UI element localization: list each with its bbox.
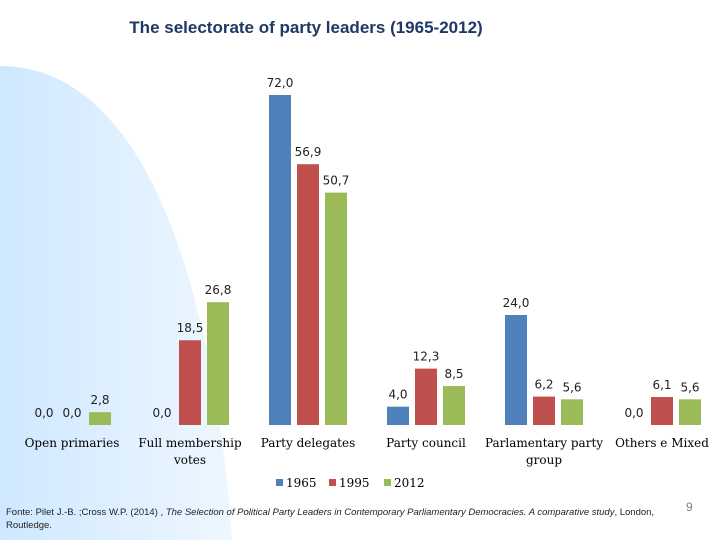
bar-1995-5 — [651, 397, 673, 425]
value-label-1965-2: 72,0 — [267, 76, 294, 90]
bar-2012-4 — [561, 399, 583, 425]
bar-2012-0 — [89, 412, 111, 425]
category-label-3: Party council — [386, 436, 466, 450]
category-label-1: Full membership votes — [138, 436, 242, 467]
bar-chart: 0,0 0,0 2,8 0,0 18,5 26,8 72,0 56,9 50,7 4,0 12,3 8… — [25, 76, 710, 490]
bar-1965-3 — [387, 406, 409, 425]
category-label-4: Parlamentary party group — [485, 436, 603, 467]
value-label-2012-2: 50,7 — [323, 174, 350, 188]
value-label-2012-0: 2,8 — [90, 393, 109, 407]
value-label-1965-1: 0,0 — [152, 406, 171, 420]
legend-swatch-1965 — [276, 479, 283, 486]
bars-layer — [89, 95, 701, 426]
page-number: 9 — [686, 500, 693, 514]
value-label-2012-4: 5,6 — [562, 380, 581, 394]
source-citation: Fonte: Pilet J.-B. ;Cross W.P. (2014) , … — [6, 506, 696, 532]
legend-label-1965: 1965 — [286, 476, 317, 490]
bar-1995-3 — [415, 368, 437, 425]
value-label-1965-4: 24,0 — [503, 296, 530, 310]
legend-item-2012: 2012 — [384, 476, 425, 490]
value-labels-layer: 0,0 0,0 2,8 0,0 18,5 26,8 72,0 56,9 50,7 4,0 12,3 8… — [34, 76, 699, 420]
value-label-1965-5: 0,0 — [624, 406, 643, 420]
legend-swatch-1995 — [329, 479, 336, 486]
bar-1965-4 — [505, 315, 527, 425]
legend: 1965 1995 2012 — [276, 476, 425, 490]
category-label-5: Others e Mixed — [615, 436, 709, 450]
legend-label-1995: 1995 — [339, 476, 370, 490]
bar-2012-2 — [325, 192, 347, 425]
bar-1995-1 — [179, 340, 201, 425]
legend-swatch-2012 — [384, 479, 391, 486]
chart-title: The selectorate of party leaders (1965-2… — [129, 18, 483, 37]
category-labels-layer: Open primaries Full membership votes Party … — [25, 436, 710, 467]
value-label-1995-5: 6,1 — [652, 378, 671, 392]
bar-2012-5 — [679, 399, 701, 425]
bar-1995-4 — [533, 396, 555, 425]
category-label-2: Party delegates — [261, 436, 355, 450]
category-label-0: Open primaries — [25, 436, 120, 450]
bar-2012-1 — [207, 302, 229, 425]
legend-item-1965: 1965 — [276, 476, 317, 490]
source-prefix: Fonte: Pilet J.-B. ;Cross W.P. (2014) , — [6, 507, 166, 518]
value-label-2012-3: 8,5 — [444, 367, 463, 381]
value-label-2012-5: 5,6 — [680, 380, 699, 394]
bar-1965-2 — [269, 95, 291, 425]
source-suffix: , London, Routledge. — [6, 507, 655, 531]
bar-2012-3 — [443, 386, 465, 425]
value-label-1995-4: 6,2 — [534, 378, 553, 392]
legend-label-2012: 2012 — [394, 476, 425, 490]
value-label-1965-3: 4,0 — [388, 388, 407, 402]
value-label-1995-0: 0,0 — [62, 406, 81, 420]
value-label-2012-1: 26,8 — [205, 283, 232, 297]
value-label-1965-0: 0,0 — [34, 406, 53, 420]
value-label-1995-2: 56,9 — [295, 145, 322, 159]
value-label-1995-1: 18,5 — [177, 321, 204, 335]
value-label-1995-3: 12,3 — [413, 350, 440, 364]
legend-item-1995: 1995 — [329, 476, 370, 490]
bar-1995-2 — [297, 164, 319, 426]
source-title: The Selection of Political Party Leaders… — [165, 507, 615, 518]
